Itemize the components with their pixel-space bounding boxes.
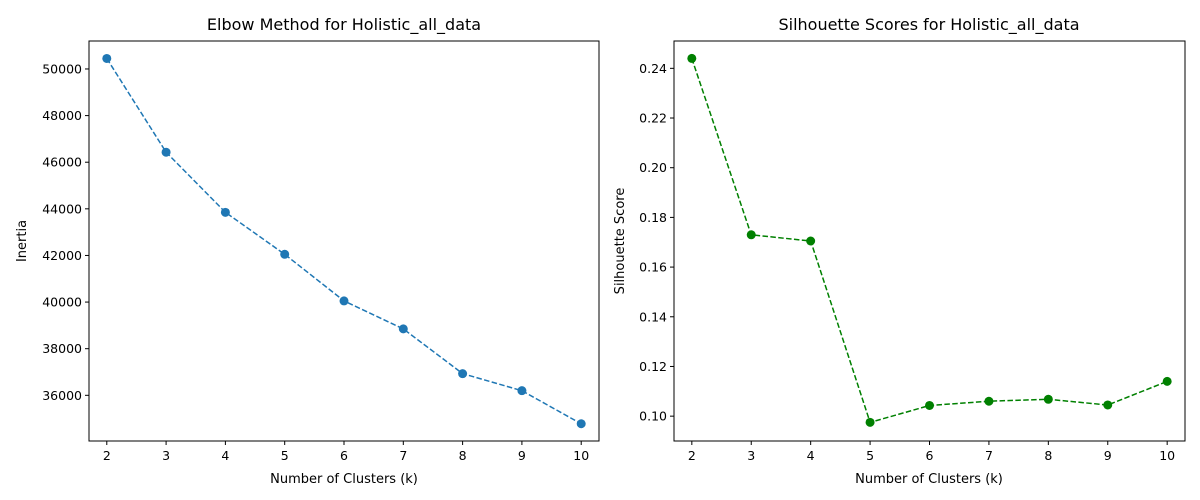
silhouette-chart-data-point [687, 53, 697, 63]
silhouette-chart-series-line [691, 58, 1168, 424]
elbow-chart-data-point [280, 249, 290, 259]
elbow-chart-ytick-label: 46000 [42, 155, 82, 170]
silhouette-chart-ytick-label: 0.16 [639, 260, 667, 275]
silhouette-chart-title: Silhouette Scores for Holistic_all_data [778, 15, 1079, 35]
silhouette-chart-data-point [925, 400, 934, 410]
elbow-chart-ytick-label: 38000 [42, 341, 82, 356]
elbow-chart-data-point [102, 53, 112, 63]
elbow-chart-data-point [161, 147, 171, 157]
elbow-chart-xlabel: Number of Clusters (k) [270, 472, 418, 487]
elbow-chart-marks: 2 3 4 5 6 7 8 9 10 36000 38000 40000 42000 44000 46000… [42, 40, 600, 463]
elbow-chart-xtick-label: 4 [221, 448, 229, 463]
elbow-chart-data-point [576, 419, 586, 429]
elbow-chart-data-point [517, 386, 527, 396]
silhouette-chart-data-point [1043, 394, 1053, 404]
silhouette-chart-data-point [984, 396, 994, 406]
silhouette-chart-xtick-label: 9 [1104, 448, 1112, 463]
silhouette-chart-frame [673, 40, 1186, 442]
elbow-chart-ylabel: Inertia [15, 220, 30, 262]
silhouette-chart-data-point [1103, 400, 1113, 410]
silhouette-chart-ylabel: Silhouette Score [613, 188, 628, 295]
silhouette-chart-xtick-label: 8 [1044, 448, 1052, 463]
elbow-chart-series-line [106, 58, 582, 425]
elbow-chart-xtick-label: 10 [573, 448, 589, 463]
silhouette-chart-data-point [806, 236, 816, 246]
silhouette-chart-xtick-label: 2 [688, 448, 696, 463]
elbow-chart-ytick-label: 36000 [42, 388, 82, 403]
silhouette-chart-xtick-label: 6 [926, 448, 934, 463]
elbow-chart-xtick-label: 7 [399, 448, 407, 463]
elbow-chart-xtick-label: 9 [518, 448, 526, 463]
elbow-chart-ytick-label: 44000 [42, 201, 82, 216]
silhouette-chart-ytick-label: 0.12 [639, 359, 667, 374]
elbow-chart-xtick-label: 5 [281, 448, 289, 463]
silhouette-chart-xlabel: Number of Clusters (k) [855, 472, 1003, 487]
elbow-chart-frame [88, 40, 600, 442]
silhouette-chart-xtick-label: 5 [866, 448, 874, 463]
elbow-chart-data-point [339, 296, 349, 306]
silhouette-chart-ytick-label: 0.20 [639, 160, 667, 175]
silhouette-chart-xtick-label: 10 [1159, 448, 1175, 463]
elbow-chart: Elbow Method for Holistic_all_data Numbe… [15, 15, 600, 487]
elbow-chart-title: Elbow Method for Holistic_all_data [207, 15, 481, 35]
silhouette-chart-data-point [746, 230, 756, 240]
silhouette-chart-data-point [865, 417, 875, 427]
silhouette-chart-data-point [1162, 376, 1172, 386]
silhouette-chart-xtick-label: 4 [807, 448, 815, 463]
elbow-chart-xtick-label: 2 [103, 448, 111, 463]
silhouette-chart-ytick-label: 0.22 [639, 111, 667, 126]
silhouette-chart: Silhouette Scores for Holistic_all_data … [613, 15, 1186, 487]
elbow-chart-ytick-label: 50000 [42, 61, 82, 76]
elbow-chart-data-point [220, 207, 230, 217]
silhouette-chart-xtick-label: 7 [985, 448, 993, 463]
silhouette-chart-ytick-label: 0.14 [639, 309, 667, 324]
elbow-chart-xtick-label: 8 [459, 448, 467, 463]
silhouette-chart-xtick-label: 3 [747, 448, 755, 463]
silhouette-chart-marks: 2 3 4 5 6 7 8 9 10 0.10 0.12 0.14 0.16 0.18 0.20 0.22 0.… [639, 40, 1186, 463]
silhouette-chart-ytick-label: 0.24 [639, 61, 667, 76]
elbow-chart-xtick-label: 3 [162, 448, 170, 463]
silhouette-chart-ytick-label: 0.18 [639, 210, 667, 225]
silhouette-chart-ytick-label: 0.10 [639, 409, 667, 424]
elbow-chart-data-point [398, 324, 408, 334]
elbow-chart-data-point [458, 369, 468, 379]
elbow-chart-xtick-label: 6 [340, 448, 348, 463]
elbow-chart-ytick-label: 42000 [42, 248, 82, 263]
elbow-chart-ytick-label: 40000 [42, 295, 82, 310]
elbow-chart-ytick-label: 48000 [42, 108, 82, 123]
